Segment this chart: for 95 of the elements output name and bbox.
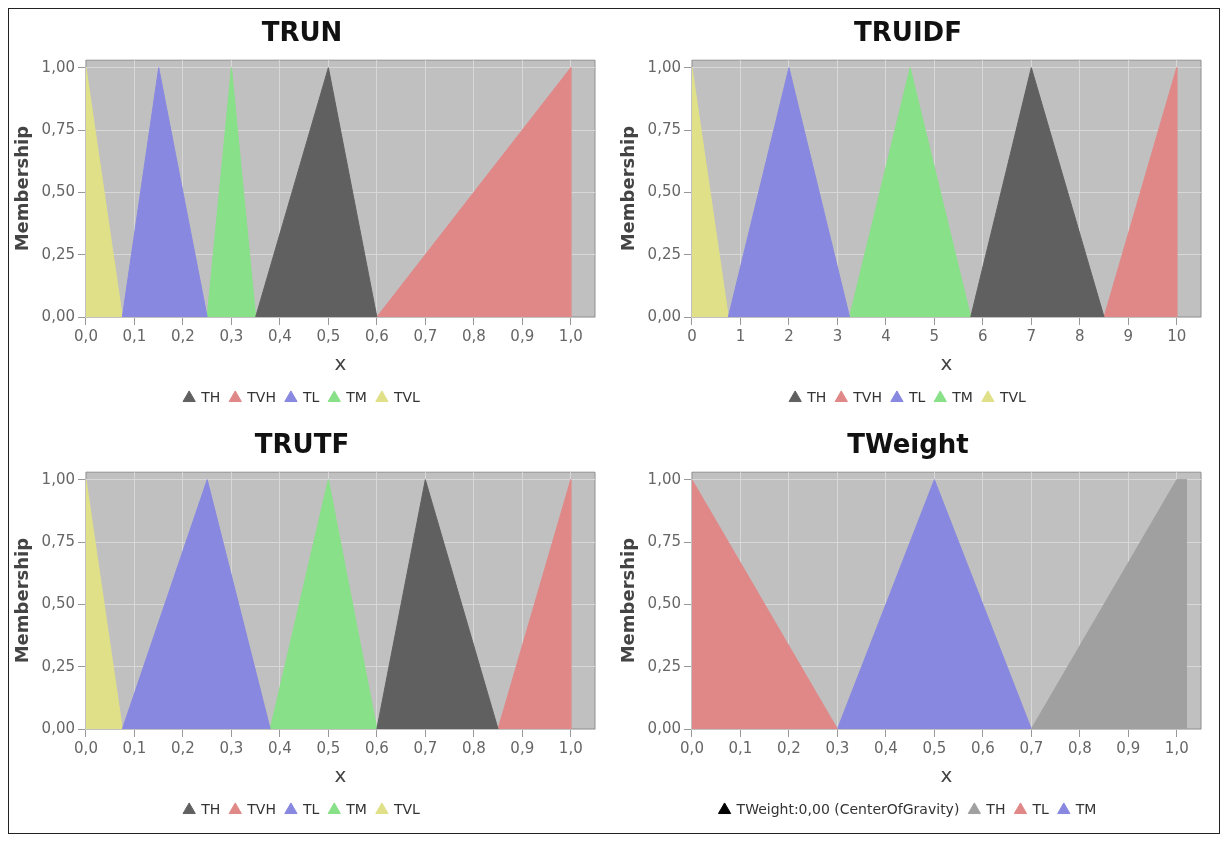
legend-label: TM	[345, 388, 367, 405]
x-tick-label: 0,4	[873, 738, 898, 757]
legend-label: TL	[301, 800, 320, 817]
x-tick-label: 5	[929, 326, 940, 345]
y-axis-title: Membership	[11, 537, 33, 664]
y-tick-label: 1,00	[647, 57, 681, 76]
x-axis-title: x	[940, 351, 953, 376]
x-tick-label: 1,0	[558, 326, 583, 345]
y-tick-label: 0,25	[41, 656, 75, 675]
x-tick-label: 4	[881, 326, 891, 345]
x-tick-label: 0,8	[1067, 738, 1092, 757]
legend-label: TH	[200, 388, 221, 405]
x-tick-label: 0,9	[510, 738, 535, 757]
legend-label: TL	[301, 388, 320, 405]
legend-label: TL	[907, 388, 926, 405]
x-axis-title: x	[940, 763, 953, 788]
x-tick-label: 0,6	[364, 738, 389, 757]
x-tick-label: 0,8	[461, 738, 486, 757]
x-tick-label: 1	[735, 326, 746, 345]
legend-label: TVL	[392, 800, 421, 817]
x-tick-label: 9	[1123, 326, 1134, 345]
y-tick-label: 0,25	[647, 656, 681, 675]
x-tick-label: 0,4	[267, 326, 292, 345]
y-tick-label: 0,50	[41, 182, 75, 201]
x-tick-label: 0,2	[777, 738, 801, 757]
x-tick-label: 0,2	[171, 738, 195, 757]
chart-title: TRUIDF	[854, 17, 962, 48]
x-tick-label: 0,6	[364, 326, 389, 345]
y-tick-label: 0,50	[41, 594, 75, 613]
x-tick-label: 10	[1167, 326, 1187, 345]
legend-label: TVH	[246, 800, 276, 817]
x-tick-label: 0,5	[316, 326, 341, 345]
x-tick-label: 0,7	[1019, 738, 1044, 757]
legend-label: TL	[1031, 800, 1049, 817]
x-tick-label: 0,9	[1116, 738, 1141, 757]
y-tick-label: 1,00	[647, 469, 681, 488]
legend-label: TH	[806, 388, 827, 405]
x-tick-label: 0,5	[922, 738, 947, 757]
x-tick-label: 0,7	[413, 738, 438, 757]
x-axis-title: x	[334, 351, 347, 376]
x-tick-label: 0,2	[171, 326, 195, 345]
legend-label: TM	[1074, 800, 1097, 817]
x-tick-label: 0,7	[413, 326, 438, 345]
y-axis-title: Membership	[11, 125, 33, 252]
x-tick-label: 0,6	[970, 738, 995, 757]
x-tick-label: 7	[1026, 326, 1037, 345]
x-tick-label: 0,0	[74, 738, 98, 757]
legend-label: TH	[200, 800, 221, 817]
legend-label: TH	[985, 800, 1006, 817]
x-tick-label: 1,0	[1164, 738, 1189, 757]
y-tick-label: 0,00	[647, 306, 681, 325]
chart-title: TWeight	[847, 429, 969, 460]
x-tick-label: 0,9	[510, 326, 535, 345]
legend-label: TVH	[246, 388, 276, 405]
x-tick-label: 0,3	[219, 326, 244, 345]
x-tick-label: 0,1	[122, 738, 147, 757]
x-tick-label: 0,1	[728, 738, 753, 757]
x-tick-label: 0,0	[680, 738, 704, 757]
y-tick-label: 0,50	[647, 594, 681, 613]
x-tick-label: 0,4	[267, 738, 292, 757]
y-tick-label: 0,75	[41, 531, 75, 550]
legend-label: TM	[345, 800, 367, 817]
x-tick-label: 2	[784, 326, 794, 345]
x-axis-title: x	[334, 763, 347, 788]
y-tick-label: 1,00	[41, 469, 75, 488]
x-tick-label: 8	[1075, 326, 1085, 345]
legend-label: TM	[951, 388, 973, 405]
y-tick-label: 0,75	[647, 119, 681, 138]
x-tick-label: 6	[978, 326, 988, 345]
y-tick-label: 0,25	[41, 244, 75, 263]
x-tick-label: 3	[832, 326, 843, 345]
x-tick-label: 0	[687, 326, 697, 345]
y-tick-label: 0,50	[647, 182, 681, 201]
chart-title: TRUTF	[254, 429, 350, 460]
y-axis-title: Membership	[617, 125, 639, 252]
x-tick-label: 1,0	[558, 738, 583, 757]
x-tick-label: 0,1	[122, 326, 147, 345]
y-tick-label: 0,00	[647, 718, 681, 737]
y-tick-label: 0,25	[647, 244, 681, 263]
chart-title: TRUN	[261, 17, 343, 48]
legend-label: TVH	[852, 388, 882, 405]
y-tick-label: 0,75	[41, 119, 75, 138]
legend-label: TWeight:0,00 (CenterOfGravity)	[735, 800, 960, 817]
y-tick-label: 0,75	[647, 531, 681, 550]
x-tick-label: 0,3	[219, 738, 244, 757]
x-tick-label: 0,5	[316, 738, 341, 757]
x-tick-label: 0,0	[74, 326, 98, 345]
legend-label: TVL	[392, 388, 421, 405]
legend-label: TVL	[998, 388, 1027, 405]
y-tick-label: 0,00	[41, 306, 75, 325]
y-tick-label: 1,00	[41, 57, 75, 76]
x-tick-label: 0,3	[825, 738, 850, 757]
y-axis-title: Membership	[617, 537, 639, 664]
y-tick-label: 0,00	[41, 718, 75, 737]
x-tick-label: 0,8	[461, 326, 486, 345]
